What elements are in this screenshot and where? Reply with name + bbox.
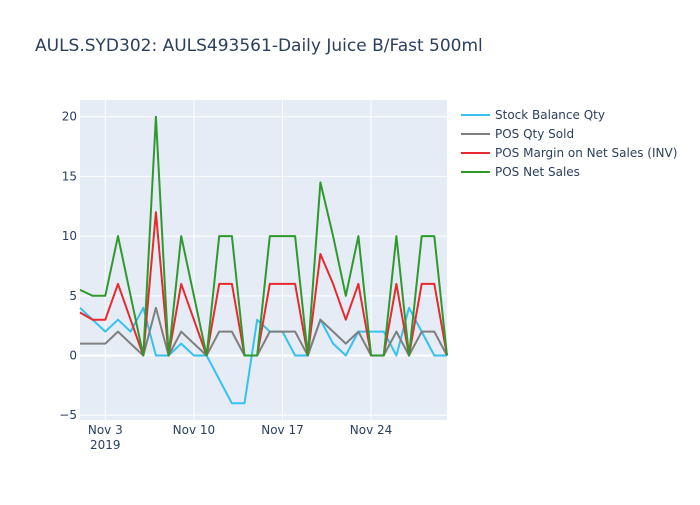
y-tick-label: 10 <box>62 229 77 243</box>
x-tick-label: Nov 24 <box>350 423 393 437</box>
legend-item-3[interactable]: POS Net Sales <box>461 165 580 179</box>
legend-label: POS Qty Sold <box>495 127 574 141</box>
y-tick-label: −5 <box>59 408 77 422</box>
legend-label: POS Margin on Net Sales (INV) <box>495 146 677 160</box>
y-tick-label: 15 <box>62 169 77 183</box>
series-line-3 <box>79 115 448 357</box>
x-tick-label: Nov 17 <box>261 423 304 437</box>
legend-item-0[interactable]: Stock Balance Qty <box>461 108 605 122</box>
y-tick-label: 5 <box>69 289 77 303</box>
plot-area <box>80 100 447 420</box>
grid-lines <box>80 100 447 420</box>
legend-item-1[interactable]: POS Qty Sold <box>461 127 574 141</box>
y-tick-label: 20 <box>62 110 77 124</box>
x-tick-sublabel: 2019 <box>90 438 121 452</box>
series-line-1 <box>80 306 448 357</box>
series-layer <box>79 115 448 405</box>
legend-item-2[interactable]: POS Margin on Net Sales (INV) <box>461 146 677 160</box>
x-tick-label: Nov 10 <box>173 423 216 437</box>
y-tick-label: 0 <box>69 349 77 363</box>
x-tick-label: Nov 3 <box>88 423 123 437</box>
legend[interactable]: Stock Balance Qty POS Qty Sold POS Margin … <box>461 108 677 179</box>
chart-title: AULS.SYD302: AULS493561-Daily Juice B/Fa… <box>35 36 483 56</box>
legend-label: POS Net Sales <box>495 165 580 179</box>
legend-label: Stock Balance Qty <box>495 108 605 122</box>
